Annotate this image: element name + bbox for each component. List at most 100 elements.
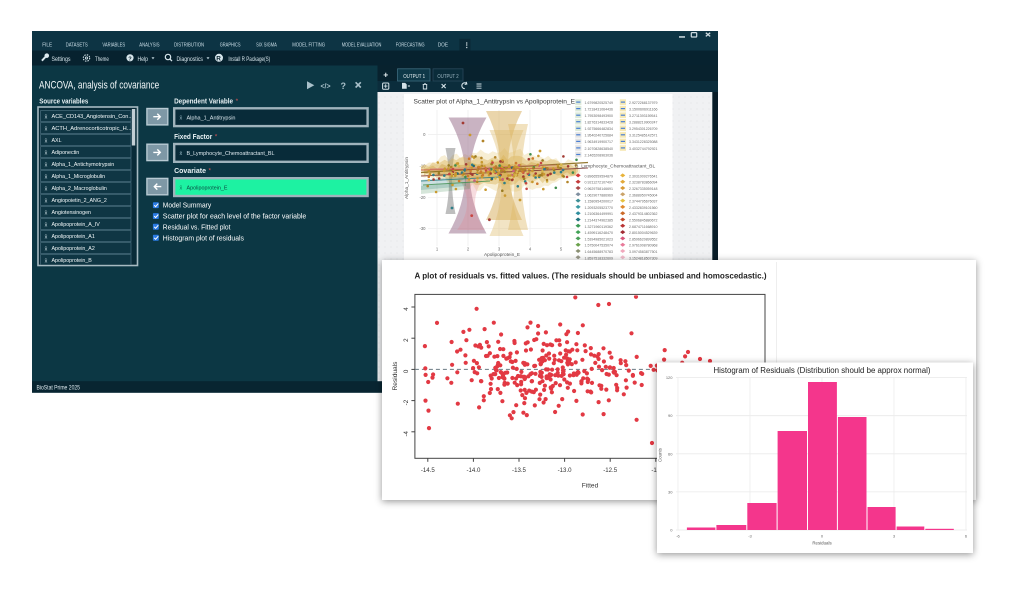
svg-text:FORECASTING: FORECASTING [396, 43, 425, 49]
svg-text:3.3431228325088: 3.3431228325088 [629, 140, 658, 144]
svg-text:1.9540240725684: 1.9540240725684 [585, 134, 614, 138]
svg-text:MODEL EVALUATION: MODEL EVALUATION [342, 43, 382, 49]
svg-text:-14.5: -14.5 [421, 467, 436, 474]
svg-text:Residuals: Residuals [812, 541, 832, 546]
svg-text:Apolipoprotein_A_IV: Apolipoprotein_A_IV [52, 222, 101, 228]
svg-text:?: ? [341, 81, 347, 91]
svg-text:5: 5 [560, 247, 563, 252]
svg-text:OUTPUT 1: OUTPUT 1 [403, 74, 425, 80]
svg-text:3.2711393159541: 3.2711393159541 [629, 114, 658, 118]
svg-text:GRAPHICS: GRAPHICS [220, 43, 241, 49]
svg-text:0: 0 [423, 132, 426, 137]
svg-text:x̄: x̄ [180, 151, 183, 157]
svg-text:BioStat Prime 2025: BioStat Prime 2025 [37, 385, 81, 391]
svg-text:Fitted: Fitted [582, 483, 599, 490]
svg-text:2.4332839101560: 2.4332839101560 [629, 206, 658, 210]
svg-text:2: 2 [403, 338, 410, 342]
svg-text:MODEL FITTING: MODEL FITTING [292, 43, 325, 49]
svg-text:-2: -2 [403, 399, 410, 405]
svg-text:1.9634919900717: 1.9634919900717 [585, 140, 614, 144]
svg-text:1.7218431064436: 1.7218431064436 [585, 107, 614, 111]
svg-text:-13.5: -13.5 [512, 467, 527, 474]
svg-text:*: * [236, 98, 239, 105]
svg-text:3.2954301226709: 3.2954301226709 [629, 127, 658, 131]
svg-text:4: 4 [403, 307, 410, 311]
svg-text:2.8015004529639: 2.8015004529639 [629, 231, 658, 235]
svg-text:1.5394985021023: 1.5394985021023 [585, 237, 614, 241]
svg-text:Theme: Theme [95, 57, 109, 63]
svg-text:-10: -10 [419, 163, 426, 168]
svg-text:A plot of residuals vs. fitted: A plot of residuals vs. fitted values. (… [415, 272, 767, 281]
svg-text:Histogram of Residuals (Distri: Histogram of Residuals (Distribution sho… [714, 366, 931, 375]
svg-text:2.8596620899552: 2.8596620899552 [629, 237, 658, 241]
svg-text:DOE: DOE [438, 43, 448, 49]
svg-text:x̄: x̄ [45, 222, 48, 228]
svg-text:1: 1 [436, 247, 439, 252]
svg-text:2.9761008780968: 2.9761008780968 [629, 244, 658, 248]
svg-text:Settings: Settings [52, 57, 71, 63]
svg-text:x̄: x̄ [45, 174, 48, 180]
svg-text:2.4379314802362: 2.4379314802362 [629, 212, 658, 216]
svg-text:⋮: ⋮ [463, 40, 470, 49]
svg-text:x̄: x̄ [180, 116, 183, 122]
svg-text:Alpha_2_Macroglobulin: Alpha_2_Macroglobulin [52, 186, 107, 192]
svg-text:1.6445688970783: 1.6445688970783 [585, 250, 614, 254]
svg-text:Apolipoprotein_B: Apolipoprotein_B [52, 258, 93, 264]
svg-text:+: + [383, 70, 388, 80]
svg-text:Source variables: Source variables [39, 96, 88, 105]
svg-text:-20: -20 [419, 195, 426, 200]
svg-text:Apolipoprotein_A2: Apolipoprotein_A2 [52, 246, 95, 252]
svg-text:x̄: x̄ [45, 198, 48, 204]
svg-text:x̄: x̄ [45, 150, 48, 156]
svg-text:-6: -6 [676, 534, 680, 539]
svg-text:1.8276314833428: 1.8276314833428 [585, 121, 614, 125]
svg-text:DISTRIBUTION: DISTRIBUTION [174, 43, 204, 49]
svg-text:Apolipoprotein_A1: Apolipoprotein_A1 [52, 234, 95, 240]
svg-text:x̄: x̄ [45, 210, 48, 216]
svg-text:DATASETS: DATASETS [66, 43, 88, 49]
svg-text:1.5750047535074: 1.5750047535074 [585, 244, 614, 248]
svg-text:1.0629077886969: 1.0629077886969 [585, 193, 614, 197]
svg-text:0.8966559594879: 0.8966559594879 [585, 174, 614, 178]
svg-text:2.1465208963036: 2.1465208963036 [585, 153, 614, 157]
svg-text:*: * [209, 168, 212, 175]
svg-text:3: 3 [893, 534, 896, 539]
svg-text:*: * [215, 134, 218, 141]
svg-text:B_Lymphocyte_Chemoattractant_B: B_Lymphocyte_Chemoattractant_BL [187, 151, 275, 157]
svg-text:Residual vs. Fitted plot: Residual vs. Fitted plot [163, 224, 231, 231]
svg-text:B_Lymphocyte_Chemoattractant_B: B_Lymphocyte_Chemoattractant_BL [575, 164, 655, 169]
svg-text:1.6799820525749: 1.6799820525749 [585, 101, 614, 105]
svg-text:2.5506845880672: 2.5506845880672 [629, 219, 658, 223]
svg-text:2.3688950745004: 2.3688950745004 [629, 193, 658, 197]
svg-text:-3: -3 [748, 534, 752, 539]
svg-text:3.2888219900247: 3.2888219900247 [629, 121, 658, 125]
svg-text:2.1070828638540: 2.1070828638540 [585, 147, 614, 151]
svg-text:Fixed Factor: Fixed Factor [174, 134, 212, 141]
svg-text:Alpha_1_Antitrypsin: Alpha_1_Antitrypsin [187, 115, 236, 121]
svg-text:1.9275666482834: 1.9275666482834 [585, 127, 614, 131]
svg-text:-12.5: -12.5 [603, 467, 618, 474]
svg-text:Scatter plot for each level of: Scatter plot for each level of the facto… [163, 214, 307, 221]
svg-text:2.6874711668910: 2.6874711668910 [629, 225, 658, 229]
svg-text:4: 4 [529, 247, 532, 252]
svg-text:30: 30 [668, 489, 673, 494]
svg-text:2: 2 [467, 247, 470, 252]
svg-text:1.2093205523770: 1.2093205523770 [585, 206, 614, 210]
svg-text:x̄: x̄ [45, 258, 48, 264]
svg-text:ANALYSIS: ANALYSIS [139, 43, 159, 49]
svg-text:0: 0 [670, 528, 673, 533]
svg-text:FILE: FILE [42, 43, 52, 49]
svg-text:2.3031009276541: 2.3031009276541 [629, 174, 658, 178]
svg-text:Covariate: Covariate [174, 168, 206, 175]
svg-text:x̄: x̄ [180, 185, 183, 191]
svg-text:Alpha_1_Antitrypsin: Alpha_1_Antitrypsin [404, 157, 409, 199]
svg-text:3.1500606911166: 3.1500606911166 [629, 107, 658, 111]
svg-text:SIX SIGMA: SIX SIGMA [256, 43, 277, 49]
svg-text:ACTH_Adrenocorticotropic_H...: ACTH_Adrenocorticotropic_H... [52, 126, 132, 132]
svg-text:Residuals: Residuals [392, 361, 399, 391]
svg-text:3.0974583877501: 3.0974583877501 [629, 250, 658, 254]
svg-text:3.1524818507309: 3.1524818507309 [629, 256, 658, 260]
svg-text:x̄: x̄ [45, 126, 48, 132]
svg-text:Diagnostics: Diagnostics [177, 57, 204, 63]
svg-text:Angiopoietin_2_ANG_2: Angiopoietin_2_ANG_2 [52, 198, 107, 204]
